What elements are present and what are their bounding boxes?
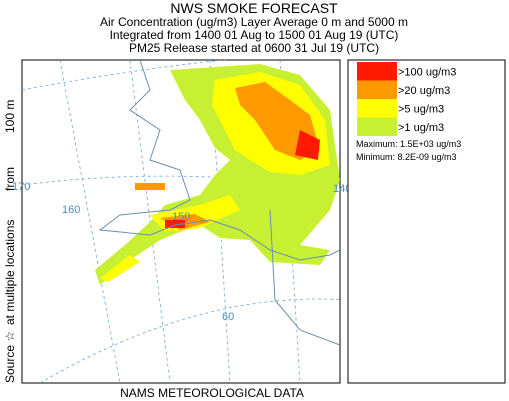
plume [135,183,165,190]
legend-swatch [357,80,397,99]
grid-label: 140 [333,183,351,195]
source-label: 100 m [3,100,17,133]
legend-swatch [357,117,397,136]
plume [100,255,140,282]
border [269,209,340,346]
maximum: Maximum: 1.5E+03 ug/m3 [356,139,461,149]
subtitle: PM25 Release started at 0600 31 Jul 19 (… [129,41,379,55]
source-label: at multiple locations [3,220,17,325]
subtitle: Air Concentration (ug/m3) Layer Average … [100,15,408,29]
graticule [39,298,340,383]
graticule [129,60,171,383]
source-label: from [3,167,17,191]
grid-label: 150 [172,211,190,223]
map: 170 160 150 140 60 [12,59,351,384]
coastline [98,60,340,261]
plume [165,220,185,228]
grid-label: 170 [12,181,30,193]
graticule [59,60,121,383]
legend-swatch [357,99,397,118]
legend-label: >1 ug/m3 [398,122,444,134]
subtitle: Integrated from 1400 01 Aug to 1500 01 A… [110,28,399,42]
legend-swatch [357,62,397,81]
footer: NAMS METEOROLOGICAL DATA [120,386,304,400]
plume [295,130,320,160]
legend: Maximum: 1.5E+03 ug/m3 Minimum: 8.2E-09 … [347,59,506,384]
minimum: Minimum: 8.2E-09 ug/m3 [356,152,457,162]
legend-label: >5 ug/m3 [398,103,444,115]
grid-label: 160 [62,204,80,216]
legend-label: >20 ug/m3 [398,85,450,97]
legend-label: >100 ug/m3 [398,66,456,78]
grid-label: 60 [222,311,234,323]
source-label: Source ☆ [3,331,17,383]
title: NWS SMOKE FORECAST [170,0,338,16]
side-label: Source ☆ at multiple locations from 100 … [3,100,17,383]
